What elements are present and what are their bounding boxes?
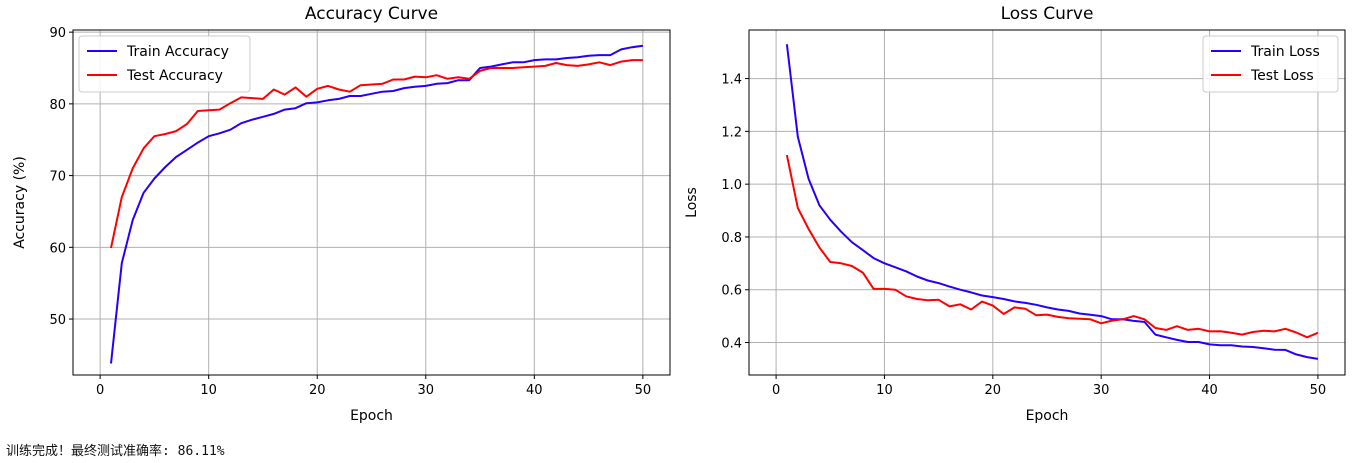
x-tick-label: 40 [526,383,543,398]
x-tick-label: 20 [985,383,1002,398]
series-line-0 [785,44,1319,360]
x-tick-label: 30 [417,383,434,398]
y-tick-label: 0.6 [721,284,742,299]
x-tick-label: 0 [772,383,780,398]
y-tick-label: 1.4 [721,73,742,88]
y-tick-label: 0.8 [721,231,742,246]
x-tick-label: 0 [96,383,104,398]
legend-label-1: Test Accuracy [126,68,223,84]
x-tick-label: 50 [635,383,652,398]
y-tick-label: 70 [49,170,66,185]
x-tick-label: 50 [1310,383,1327,398]
y-tick-label: 90 [49,26,66,41]
x-tick-label: 40 [1201,383,1218,398]
y-tick-label: 1.0 [721,178,742,193]
y-axis-label: Loss [684,187,700,218]
chart-title: Loss Curve [1001,4,1094,24]
x-axis-label: Epoch [350,408,393,424]
axes-frame [748,29,1346,376]
x-axis-label: Epoch [1026,408,1069,424]
legend-label-0: Train Accuracy [126,44,229,60]
figure-canvas: 0 10 20 30 40 50 50 60 70 80 90 Accuracy Curve Epoch… [12,4,1346,424]
y-tick-label: 0.4 [721,337,742,352]
series-line-1 [110,59,643,249]
chart-1: 0 10 20 30 40 50 0.4 0.6 0.8 1.0 1.2 1.4 Loss Curve E… [684,4,1346,424]
x-tick-label: 10 [200,383,217,398]
chart-title: Accuracy Curve [305,4,438,24]
axes-frame [72,29,671,376]
legend-box [78,35,251,93]
series-line-1 [785,154,1319,339]
y-axis-label: Accuracy (%) [12,156,28,249]
y-tick-label: 1.2 [721,125,742,140]
x-tick-label: 20 [309,383,326,398]
y-tick-label: 50 [49,313,66,328]
status-message: 训练完成！最终测试准确率: 86.11% [6,444,225,459]
y-tick-label: 60 [49,241,66,256]
legend-label-0: Train Loss [1250,44,1320,60]
legend-label-1: Test Loss [1250,68,1314,84]
x-tick-label: 10 [876,383,893,398]
chart-0: 0 10 20 30 40 50 50 60 70 80 90 Accuracy Curve Epoch… [12,4,671,424]
y-tick-label: 80 [49,98,66,113]
x-tick-label: 30 [1093,383,1110,398]
series-line-0 [110,44,644,364]
